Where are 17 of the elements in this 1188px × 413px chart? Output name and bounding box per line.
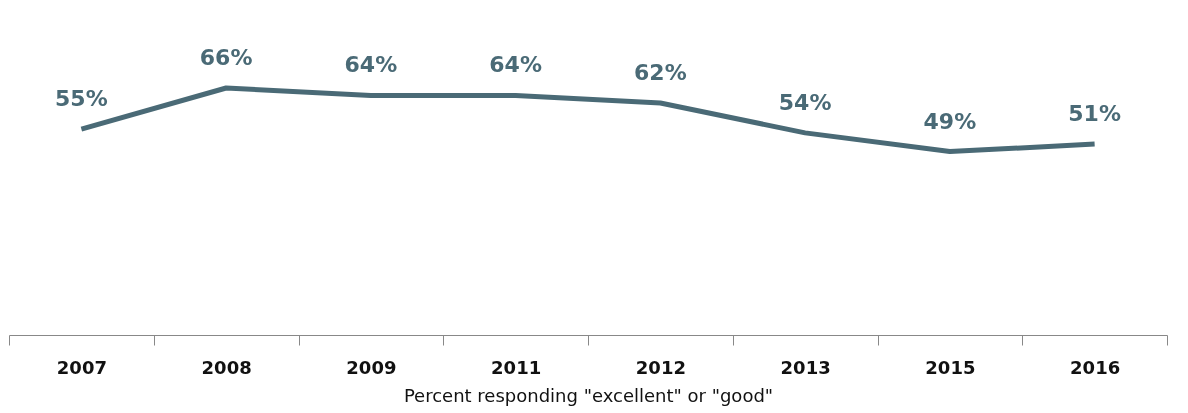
data-label: 64% bbox=[344, 52, 398, 78]
x-tick-label: 2013 bbox=[780, 356, 831, 378]
x-tick-label: 2012 bbox=[635, 356, 686, 378]
x-tick-label: 2009 bbox=[346, 356, 397, 378]
data-label: 66% bbox=[199, 44, 253, 70]
data-label: 54% bbox=[778, 89, 832, 115]
data-label: 62% bbox=[634, 59, 687, 85]
x-tick-label: 2008 bbox=[201, 356, 252, 378]
data-label: 51% bbox=[1068, 101, 1121, 127]
x-tick-label: 2016 bbox=[1070, 356, 1121, 378]
x-tick-label: 2011 bbox=[491, 356, 542, 378]
data-label: 64% bbox=[489, 52, 542, 78]
data-label: 55% bbox=[55, 86, 108, 112]
data-label: 49% bbox=[923, 108, 977, 134]
x-tick-label: 2007 bbox=[56, 356, 107, 378]
x-axis-title: Percent responding "excellent" or "good" bbox=[403, 384, 774, 406]
x-tick-label: 2015 bbox=[925, 356, 976, 378]
